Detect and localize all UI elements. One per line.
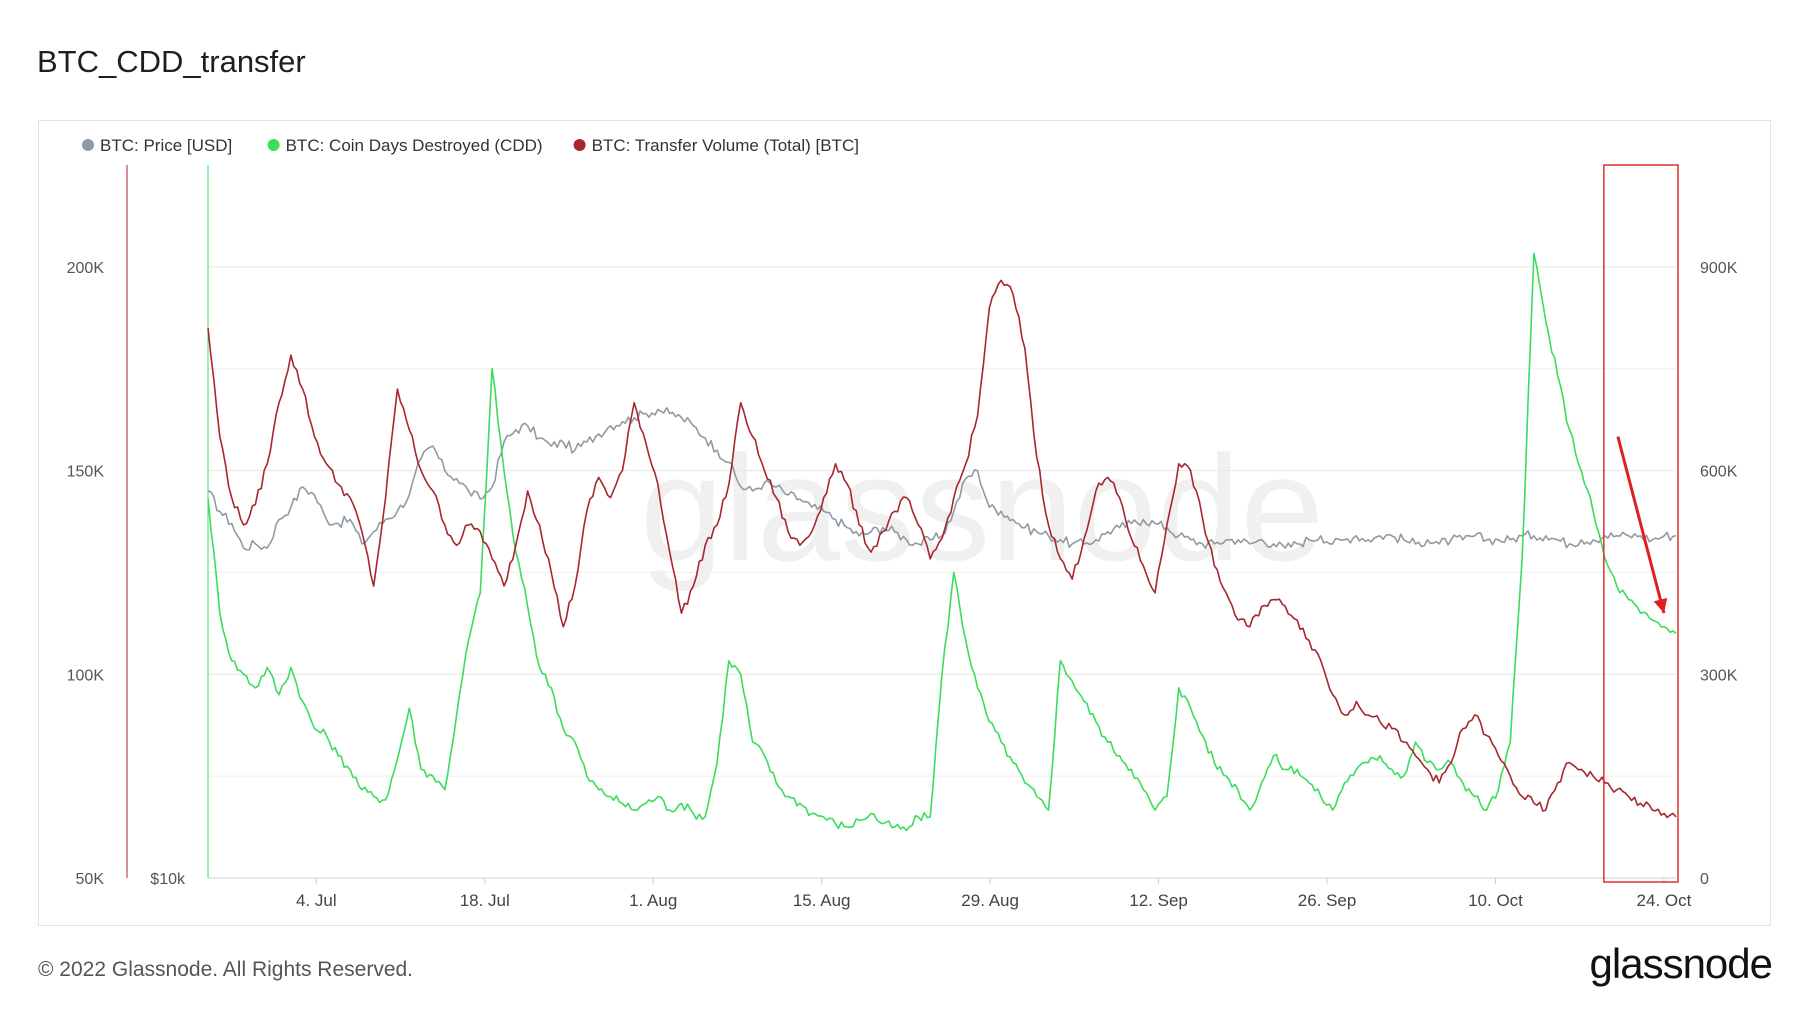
x-axis-tick-label: 18. Jul: [460, 891, 510, 910]
x-axis-tick-label: 1. Aug: [629, 891, 677, 910]
right-axis-tick-label: 900K: [1700, 260, 1738, 277]
left-axis-tick-label: 200K: [67, 260, 105, 277]
x-axis-tick-label: 24. Oct: [1637, 891, 1692, 910]
annotation-arrow-head: [1653, 597, 1668, 614]
left-axis-tick-label: 100K: [67, 667, 105, 684]
left-axis-unit-label: $10k: [150, 871, 186, 888]
x-axis-tick-label: 29. Aug: [961, 891, 1019, 910]
watermark-text: glassnode: [640, 424, 1324, 592]
left-axis-tick-label: 150K: [67, 464, 105, 481]
right-axis-tick-label: 600K: [1700, 464, 1738, 481]
x-axis-tick-label: 10. Oct: [1468, 891, 1523, 910]
x-axis-tick-label: 4. Jul: [296, 891, 337, 910]
legend-marker[interactable]: [573, 139, 586, 151]
legend-marker[interactable]: [267, 139, 280, 151]
highlight-box: [1603, 164, 1679, 883]
annotation-arrow-shaft: [1616, 436, 1666, 614]
chart-title: BTC_CDD_transfer: [37, 44, 306, 79]
series-line-cdd[interactable]: [207, 252, 1677, 832]
x-axis-tick-label: 26. Sep: [1298, 891, 1357, 910]
x-axis-tick-label: 15. Aug: [793, 891, 851, 910]
legend-item-label[interactable]: BTC: Coin Days Destroyed (CDD): [286, 136, 543, 155]
series-line-transfer-volume[interactable]: [207, 279, 1677, 819]
right-axis-tick-label: 300K: [1700, 667, 1738, 684]
chart-frame: [38, 120, 1771, 926]
right-axis-tick-label: 0: [1700, 871, 1709, 888]
x-axis-tick-label: 12. Sep: [1129, 891, 1188, 910]
footer-copyright: © 2022 Glassnode. All Rights Reserved.: [38, 958, 414, 981]
left-axis-tick-label: 50K: [76, 871, 105, 888]
legend-item-label[interactable]: BTC: Price [USD]: [100, 136, 232, 155]
legend-item-label[interactable]: BTC: Transfer Volume (Total) [BTC]: [592, 136, 859, 155]
legend-marker[interactable]: [82, 139, 94, 151]
glassnode-logo[interactable]: glassnode: [1589, 940, 1773, 987]
